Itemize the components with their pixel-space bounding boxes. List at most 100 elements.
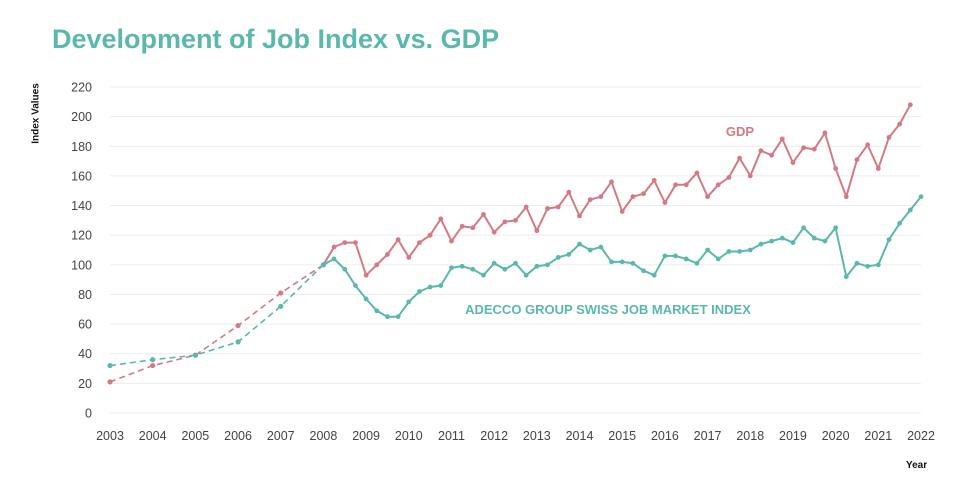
job-point [609, 259, 614, 265]
gdp-point [481, 212, 486, 217]
gdp-line [322, 104, 912, 277]
gdp-point [566, 189, 572, 195]
chart-title: Development of Job Index vs. GDP [52, 24, 500, 54]
job-annual-point [192, 352, 198, 358]
job-line [322, 196, 922, 318]
job-annual-line [109, 264, 324, 367]
x-tick-label: 2012 [480, 429, 508, 443]
gdp-point [843, 194, 849, 200]
gdp-point [907, 102, 913, 108]
job-point [406, 299, 412, 305]
x-tick-label: 2022 [907, 429, 935, 443]
gdp-point [779, 136, 785, 142]
gdp-point [619, 209, 625, 214]
job-point [427, 284, 433, 290]
x-axis-label: Year [906, 460, 928, 471]
x-tick-label: 2017 [694, 429, 722, 443]
job-point [545, 262, 550, 268]
job-annual-point [278, 303, 284, 309]
gdp-point [811, 146, 817, 152]
gdp-point [641, 191, 646, 197]
gdp-point [630, 194, 636, 200]
job-point [811, 235, 817, 241]
gdp-point [353, 240, 358, 245]
job-point [577, 241, 582, 247]
x-tick-label: 2011 [438, 429, 465, 443]
job-annual-point [150, 357, 156, 363]
x-tick-label: 2006 [224, 429, 252, 443]
job-point [513, 260, 518, 266]
gdp-point [513, 217, 518, 223]
gdp-point [534, 228, 540, 234]
job-point [673, 253, 678, 259]
job-point [619, 259, 625, 265]
job-index-series-label: ADECCO GROUP SWISS JOB MARKET INDEX [465, 302, 751, 317]
x-tick-label: 2010 [395, 429, 423, 443]
gdp-point [502, 219, 508, 225]
gdp-point [577, 213, 582, 219]
job-point [385, 314, 390, 320]
gdp-point [662, 200, 668, 205]
gdp-series-label: GDP [726, 124, 755, 139]
y-tick-label: 140 [71, 199, 92, 213]
gdp-point [651, 177, 657, 183]
job-point [630, 260, 636, 266]
gdp-point [790, 160, 796, 165]
gdp-point [417, 240, 422, 245]
job-point [534, 263, 540, 269]
gdp-point [449, 238, 454, 244]
gdp-point [374, 262, 380, 268]
job-point [449, 265, 454, 271]
x-tick-label: 2005 [181, 429, 209, 443]
x-tick-label: 2018 [736, 429, 764, 443]
job-point [374, 308, 380, 314]
job-point [555, 255, 561, 260]
gdp-point [491, 229, 497, 235]
y-tick-label: 160 [71, 169, 92, 183]
job-point [523, 272, 529, 278]
gdp-point [555, 204, 561, 210]
y-tick-label: 40 [78, 347, 92, 361]
job-point [758, 241, 764, 247]
job-point [491, 260, 497, 266]
job-point [438, 283, 444, 288]
gdp-annual-point [150, 362, 156, 369]
job-point [641, 268, 646, 274]
x-tick-label: 2020 [822, 429, 850, 443]
gdp-point [673, 182, 678, 188]
job-point [651, 272, 657, 278]
gdp-point [406, 255, 412, 260]
job-point [705, 247, 710, 253]
job-point [737, 249, 742, 254]
gdp-point [715, 182, 721, 188]
x-tick-label: 2015 [608, 429, 636, 443]
job-point [502, 266, 508, 272]
job-point [417, 289, 422, 294]
gdp-point [854, 157, 860, 163]
job-point [715, 256, 721, 262]
gdp-point [747, 173, 753, 179]
gdp-annual-point [107, 379, 113, 385]
x-tick-label: 2014 [566, 429, 594, 443]
job-point [907, 207, 913, 213]
gdp-point [683, 182, 689, 188]
y-tick-label: 220 [71, 81, 92, 95]
y-tick-label: 200 [71, 110, 92, 124]
job-point [353, 283, 358, 288]
x-tick-label: 2007 [267, 429, 295, 443]
gdp-point [886, 134, 892, 140]
y-tick-label: 100 [71, 258, 92, 272]
gdp-point [545, 206, 550, 211]
x-tick-label: 2004 [139, 429, 167, 443]
gdp-annual-point [278, 290, 284, 296]
job-annual-point [107, 362, 113, 369]
gdp-point [587, 197, 593, 203]
gdp-point [726, 174, 732, 180]
job-point [865, 263, 871, 269]
gdp-point [395, 237, 401, 243]
job-annual-point [235, 339, 241, 345]
gdp-point [769, 152, 775, 158]
job-point [769, 238, 775, 244]
job-point [363, 296, 369, 302]
